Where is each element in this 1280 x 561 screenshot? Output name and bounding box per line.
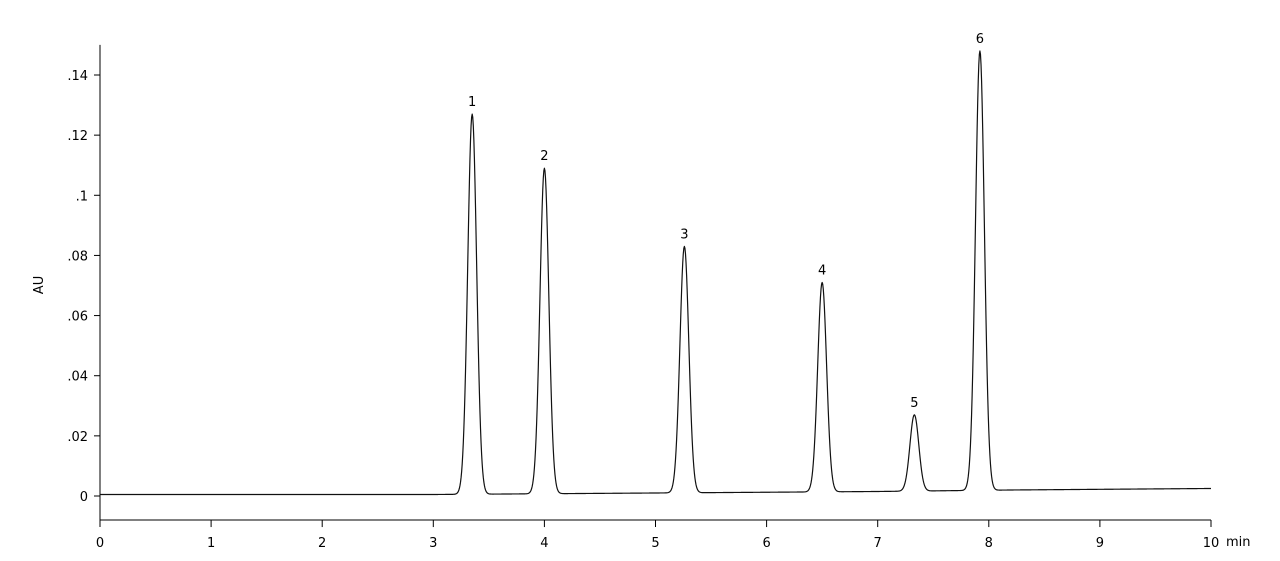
y-tick-label: .06 — [67, 310, 88, 325]
x-tick-label: 1 — [207, 536, 215, 551]
x-tick-label: 3 — [429, 536, 437, 551]
x-axis: 0 1 2 3 4 5 6 7 8 9 10 — [96, 519, 1220, 551]
y-tick-label: .02 — [67, 430, 88, 445]
x-tick-label: 9 — [1096, 536, 1104, 551]
y-tick-label: .04 — [67, 370, 88, 385]
peak-label-3: 3 — [680, 227, 688, 242]
peak-label-6: 6 — [976, 32, 984, 47]
peak-label-4: 4 — [818, 263, 826, 278]
y-tick-label: .08 — [67, 249, 88, 264]
x-tick-label: 7 — [874, 536, 882, 551]
y-tick-label: .12 — [67, 129, 88, 144]
y-axis-title: AU — [32, 276, 47, 294]
x-axis-unit-label: min — [1226, 535, 1251, 550]
x-tick-label: 0 — [96, 536, 104, 551]
peak-label-1: 1 — [468, 95, 476, 110]
peak-labels: 1 2 3 4 5 6 — [468, 32, 984, 411]
y-tick-label: .14 — [67, 69, 88, 84]
x-tick-label: 10 — [1203, 536, 1220, 551]
peak-label-5: 5 — [910, 396, 918, 411]
y-tick-label: 0 — [80, 490, 88, 505]
x-tick-label: 2 — [318, 536, 326, 551]
x-tick-label: 6 — [762, 536, 770, 551]
x-tick-label: 4 — [540, 536, 548, 551]
x-tick-label: 8 — [985, 536, 993, 551]
chromatogram-trace — [99, 50, 1212, 496]
peak-label-2: 2 — [540, 149, 548, 164]
x-tick-label: 5 — [651, 536, 659, 551]
y-axis: 0 .02 .04 .06 .08 .1 .12 .14 — [67, 44, 101, 521]
y-tick-label: .1 — [76, 189, 88, 204]
